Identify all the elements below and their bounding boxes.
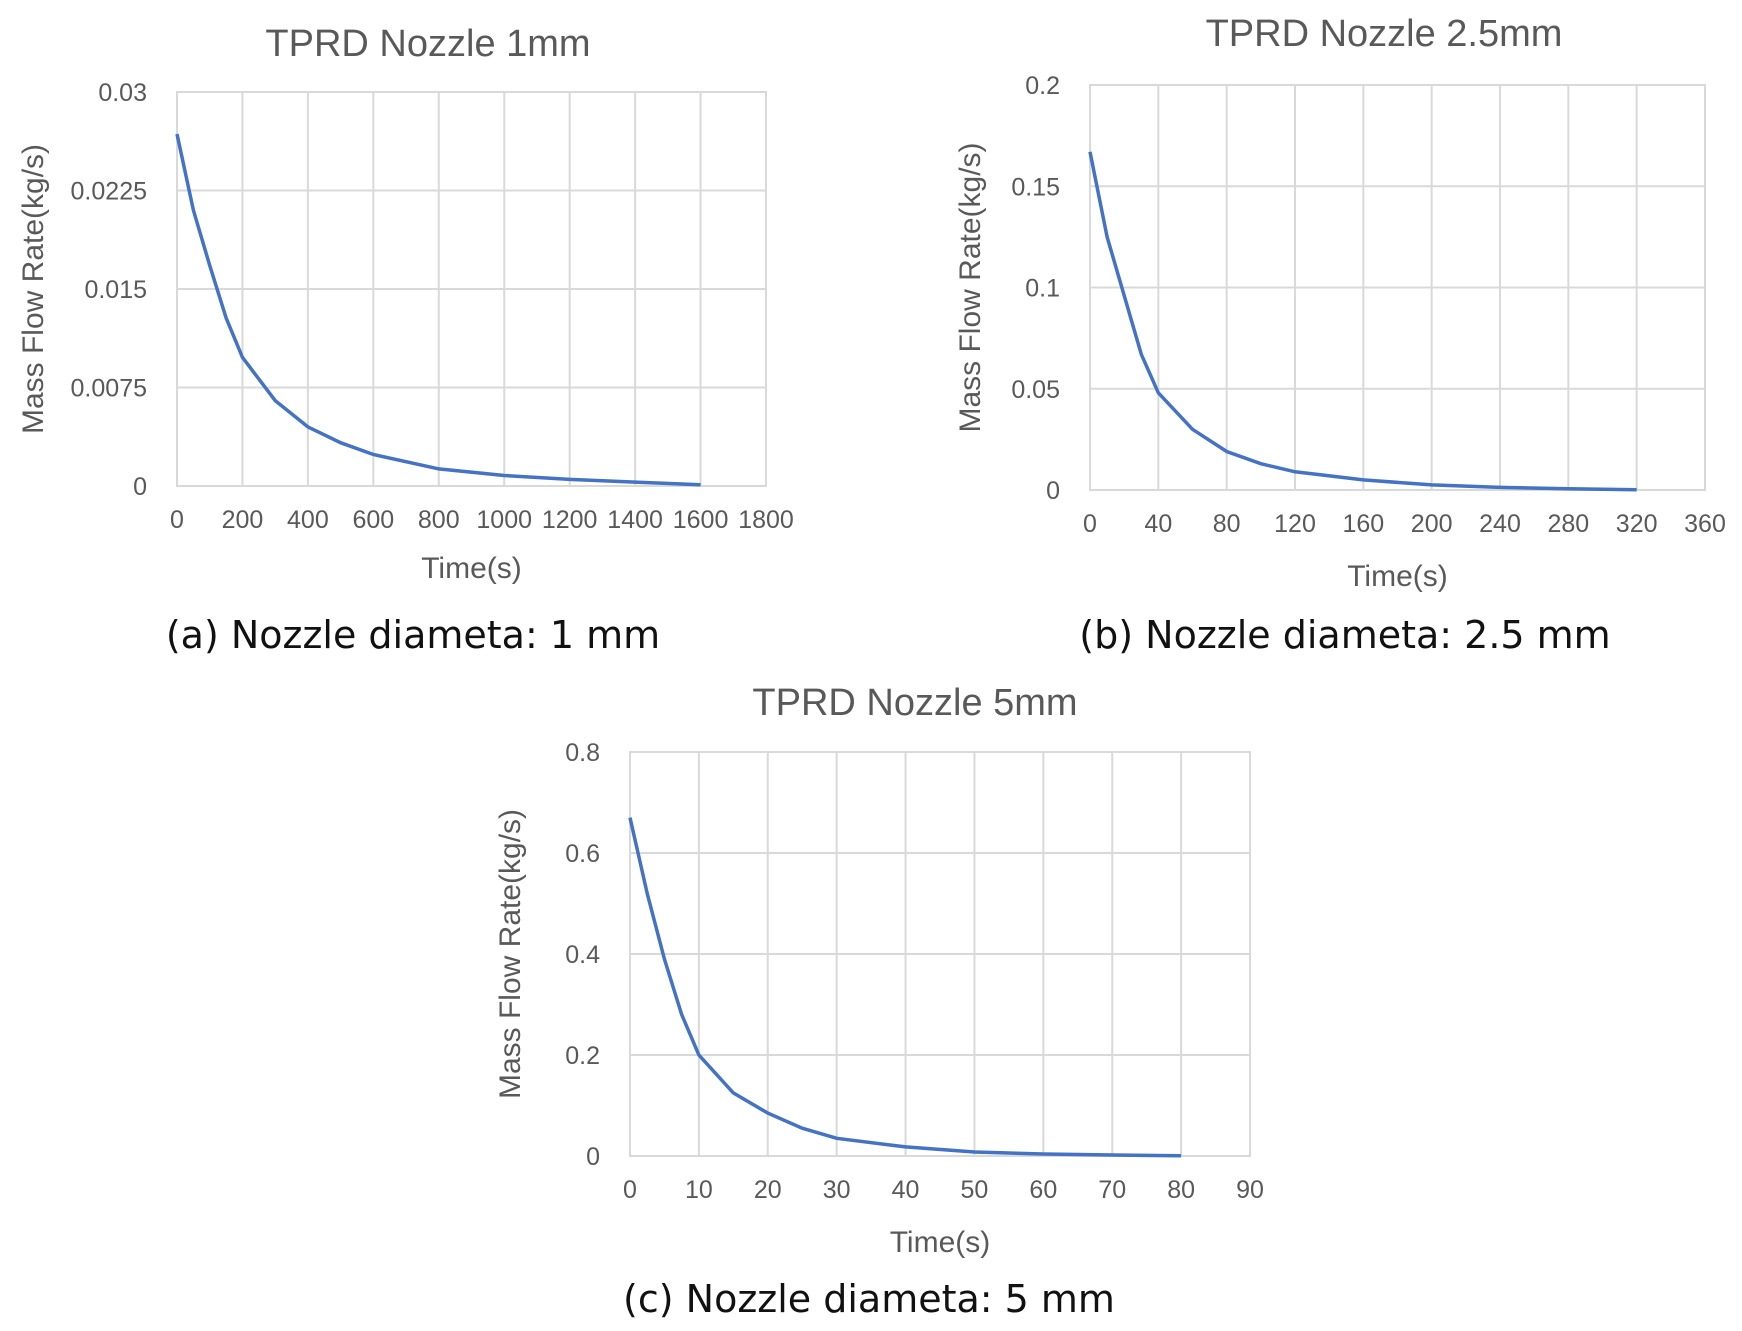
chart-title: TPRD Nozzle 5mm [752, 682, 1077, 724]
chart-nozzle-2-5mm: 0 40 80 120 160 200 240 280 320 360 0 0.05 0.1 0.15 0.… [954, 13, 1726, 657]
x-tick-label: 360 [1684, 510, 1726, 538]
x-tick-label: 1400 [607, 506, 663, 534]
x-tick-label: 160 [1342, 510, 1384, 538]
chart-title: TPRD Nozzle 1mm [265, 23, 590, 65]
figure-caption: (c) Nozzle diameta: 5 mm [623, 1277, 1115, 1321]
y-tick-label: 0.4 [565, 941, 600, 969]
x-tick-label: 120 [1274, 510, 1316, 538]
x-tick-label: 240 [1479, 510, 1521, 538]
y-tick-label: 0 [586, 1143, 600, 1171]
x-tick-label: 0 [1083, 510, 1097, 538]
x-tick-label: 20 [754, 1176, 782, 1204]
x-axis-label: Time(s) [421, 552, 522, 585]
y-axis-label: Mass Flow Rate(kg/s) [17, 144, 50, 434]
x-tick-label: 1200 [542, 506, 598, 534]
x-axis-label: Time(s) [1347, 560, 1448, 593]
x-tick-label: 1600 [673, 506, 729, 534]
series-line [1088, 151, 1637, 492]
x-tick-label: 80 [1167, 1176, 1195, 1204]
x-tick-label: 600 [352, 506, 394, 534]
y-tick-label: 0.0225 [71, 178, 147, 206]
figure-caption: (a) Nozzle diameta: 1 mm [166, 613, 660, 657]
x-tick-label: 800 [418, 506, 460, 534]
series-line [628, 817, 1182, 1158]
x-tick-label: 1800 [738, 506, 794, 534]
chart-title: TPRD Nozzle 2.5mm [1206, 13, 1563, 55]
x-tick-label: 90 [1236, 1176, 1264, 1204]
x-tick-label: 70 [1098, 1176, 1126, 1204]
x-tick-label: 10 [685, 1176, 713, 1204]
chart-nozzle-1mm: 0 200 400 600 800 1000 1200 1400 1600 1800 0 0.0075… [17, 23, 794, 657]
x-tick-label: 0 [623, 1176, 637, 1204]
x-axis-label: Time(s) [890, 1226, 991, 1259]
y-tick-label: 0 [133, 473, 147, 501]
y-axis-label: Mass Flow Rate(kg/s) [494, 809, 527, 1099]
y-tick-label: 0 [1046, 477, 1060, 505]
x-tick-label: 30 [823, 1176, 851, 1204]
x-tick-label: 280 [1547, 510, 1589, 538]
x-tick-label: 80 [1213, 510, 1241, 538]
x-tick-label: 200 [222, 506, 264, 534]
y-tick-label: 0.1 [1025, 275, 1060, 303]
x-tick-label: 1000 [476, 506, 532, 534]
x-tick-label: 320 [1616, 510, 1658, 538]
x-tick-label: 200 [1411, 510, 1453, 538]
x-tick-label: 40 [1144, 510, 1172, 538]
y-tick-label: 0.15 [1011, 173, 1060, 201]
figure-caption: (b) Nozzle diameta: 2.5 mm [1079, 613, 1610, 657]
chart-nozzle-5mm: 0 10 20 30 40 50 60 70 80 90 0 0.2 0.4 0.6 0.8 TPRD Noz… [494, 682, 1264, 1321]
x-tick-label: 50 [961, 1176, 989, 1204]
series-line [175, 133, 701, 487]
x-tick-label: 0 [170, 506, 184, 534]
x-tick-label: 400 [287, 506, 329, 534]
y-tick-label: 0.03 [98, 79, 147, 107]
x-tick-label: 40 [892, 1176, 920, 1204]
y-tick-label: 0.015 [84, 276, 147, 304]
y-tick-label: 0.6 [565, 840, 600, 868]
y-tick-label: 0.05 [1011, 376, 1060, 404]
y-tick-label: 0.0075 [71, 375, 147, 403]
y-axis-label: Mass Flow Rate(kg/s) [954, 142, 987, 432]
x-tick-label: 60 [1029, 1176, 1057, 1204]
y-tick-label: 0.2 [1025, 72, 1060, 100]
y-tick-label: 0.2 [565, 1042, 600, 1070]
y-tick-label: 0.8 [565, 739, 600, 767]
